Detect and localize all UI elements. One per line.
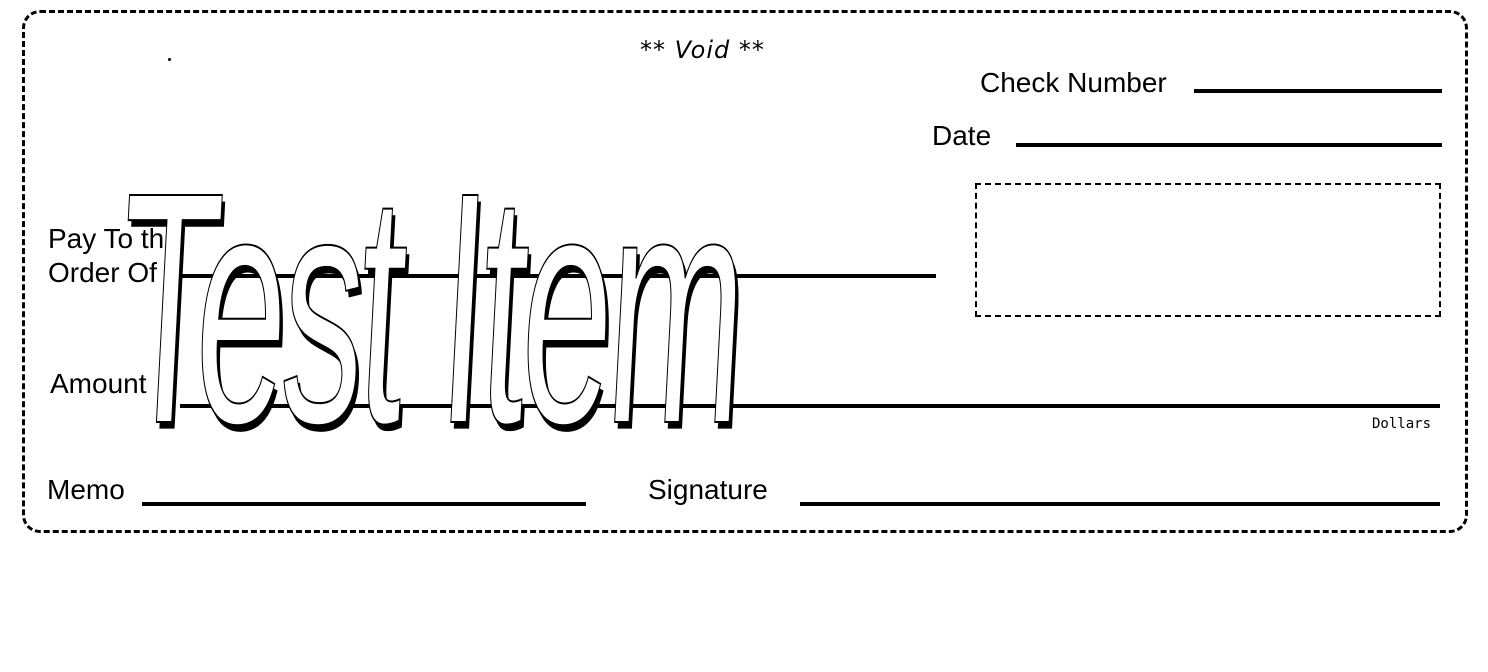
date-line[interactable] — [1016, 143, 1442, 147]
amount-label: Amount — [50, 368, 147, 399]
pay-to-label-line1: Pay To the — [48, 223, 180, 254]
check-number-line[interactable] — [1194, 89, 1442, 93]
check-number-label: Check Number — [980, 67, 1167, 98]
dollars-label: Dollars — [1372, 416, 1432, 432]
pay-to-label-line2: Order Of — [48, 257, 157, 288]
numeric-amount-box[interactable] — [975, 183, 1441, 317]
payee-line[interactable] — [180, 274, 936, 278]
memo-label: Memo — [47, 474, 125, 505]
void-label: ** Void ** — [640, 36, 765, 64]
check-outline — [22, 10, 1468, 533]
date-label: Date — [932, 120, 992, 151]
memo-line[interactable] — [142, 502, 586, 506]
amount-words-line[interactable] — [180, 404, 1440, 408]
signature-line[interactable] — [800, 502, 1440, 506]
signature-label: Signature — [648, 474, 768, 505]
speck — [168, 58, 171, 61]
